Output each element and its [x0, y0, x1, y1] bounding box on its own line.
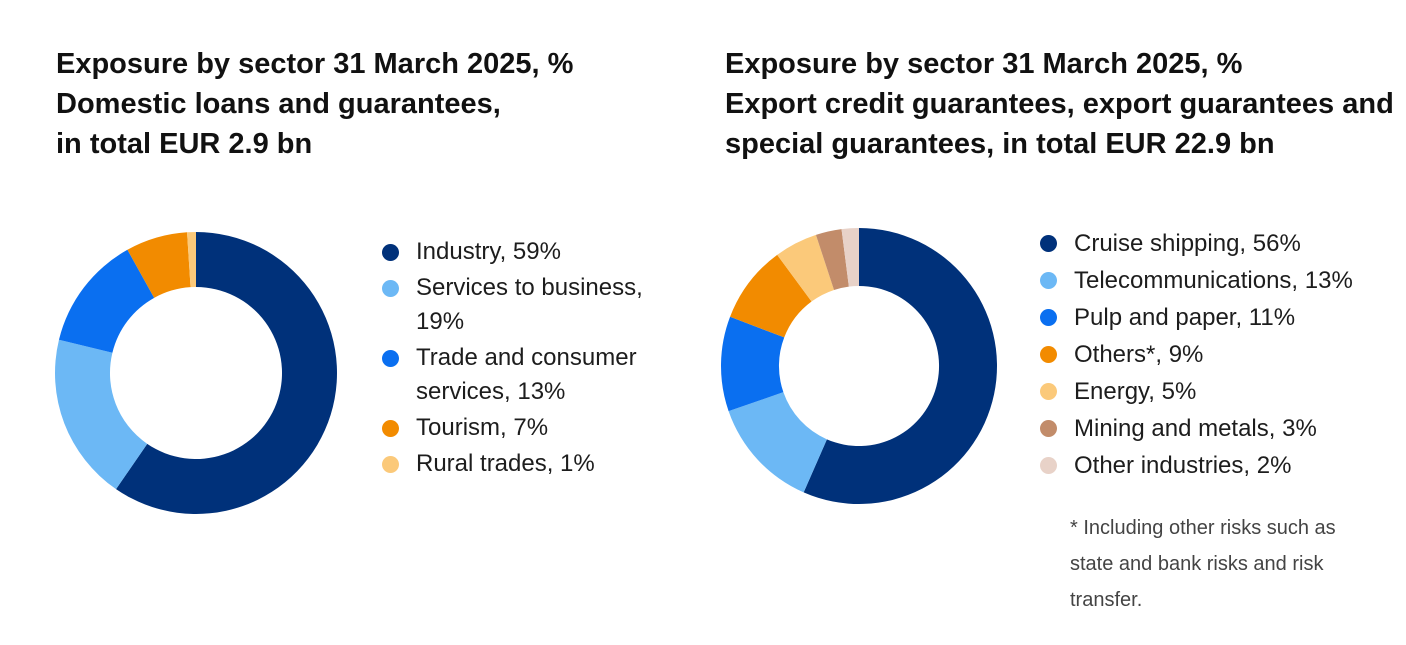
- chart-legend: Industry, 59% Services to business, 19% …: [382, 235, 682, 483]
- chart-title-line: special guarantees, in total EUR 22.9 bn: [725, 128, 1275, 160]
- donut-slice-industry: [116, 232, 337, 514]
- legend-label: Trade and consumer services, 13%: [416, 344, 637, 405]
- legend-swatch: [1040, 383, 1057, 400]
- legend-swatch: [1040, 272, 1057, 289]
- chart-export: Exposure by sector 31 March 2025, % Expo…: [700, 0, 1406, 645]
- legend-label: Rural trades, 1%: [416, 450, 595, 477]
- legend-swatch: [382, 244, 399, 261]
- legend-item: Telecommunications, 13%: [1040, 262, 1400, 299]
- legend-swatch: [382, 280, 399, 297]
- chart-title-line: Export credit guarantees, export guarant…: [725, 88, 1394, 120]
- legend-item: Mining and metals, 3%: [1040, 410, 1400, 447]
- chart-title: Exposure by sector 31 March 2025, % Dome…: [56, 44, 573, 164]
- legend-label: Industry, 59%: [416, 238, 561, 265]
- legend-label: Services to business, 19%: [416, 274, 643, 335]
- chart-title-line: Exposure by sector 31 March 2025, %: [56, 48, 574, 80]
- legend-swatch: [1040, 346, 1057, 363]
- legend-swatch: [382, 420, 399, 437]
- donut-slice-other-industries: [841, 228, 859, 287]
- legend-swatch: [382, 456, 399, 473]
- legend-label: Mining and metals, 3%: [1074, 415, 1317, 442]
- legend-label: Others*, 9%: [1074, 341, 1204, 368]
- legend-item: Other industries, 2%: [1040, 447, 1400, 484]
- donut-chart: [721, 228, 997, 504]
- donut-slice-services-to-business: [54, 339, 148, 490]
- legend-item: Rural trades, 1%: [382, 447, 682, 481]
- chart-title-line: in total EUR 2.9 bn: [56, 128, 313, 160]
- donut-slice-others: [730, 254, 812, 338]
- legend-swatch: [1040, 420, 1057, 437]
- donut-slice-rural-trades: [187, 232, 196, 288]
- legend-item: Pulp and paper, 11%: [1040, 299, 1400, 336]
- donut-slice-mining-and-metals: [815, 229, 849, 290]
- legend-label: Pulp and paper, 11%: [1074, 304, 1296, 331]
- legend-label: Cruise shipping, 56%: [1074, 230, 1301, 257]
- chart-title-line: Domestic loans and guarantees,: [56, 88, 501, 120]
- footnote: * Including other risks such as state an…: [1070, 517, 1336, 611]
- donut-slice-energy: [777, 234, 835, 302]
- legend-swatch: [382, 350, 399, 367]
- legend-item: Cruise shipping, 56%: [1040, 225, 1400, 262]
- chart-legend: Cruise shipping, 56% Telecommunications,…: [1040, 225, 1400, 484]
- legend-item: Others*, 9%: [1040, 336, 1400, 373]
- donut-slice-telecommunications: [728, 392, 827, 493]
- legend-item: Tourism, 7%: [382, 411, 682, 445]
- chart-title: Exposure by sector 31 March 2025, % Expo…: [725, 44, 1394, 164]
- legend-label: Other industries, 2%: [1074, 452, 1292, 479]
- chart-title-line: Exposure by sector 31 March 2025, %: [725, 48, 1243, 80]
- donut-slice-trade-and-consumer-services: [58, 249, 155, 353]
- donut-slice-pulp-and-paper: [721, 316, 785, 412]
- legend-item: Energy, 5%: [1040, 373, 1400, 410]
- chart-domestic: Exposure by sector 31 March 2025, % Dome…: [0, 0, 700, 645]
- legend-swatch: [1040, 235, 1057, 252]
- legend-swatch: [1040, 457, 1057, 474]
- legend-item: Industry, 59%: [382, 235, 682, 269]
- legend-item: Trade and consumer services, 13%: [382, 341, 682, 409]
- donut-chart: [54, 232, 337, 514]
- legend-item: Services to business, 19%: [382, 271, 682, 339]
- donut-slice-tourism: [127, 232, 191, 298]
- donut-slice-cruise-shipping: [803, 228, 997, 504]
- legend-swatch: [1040, 309, 1057, 326]
- legend-label: Tourism, 7%: [416, 414, 549, 441]
- legend-label: Telecommunications, 13%: [1074, 267, 1353, 294]
- legend-label: Energy, 5%: [1074, 378, 1197, 405]
